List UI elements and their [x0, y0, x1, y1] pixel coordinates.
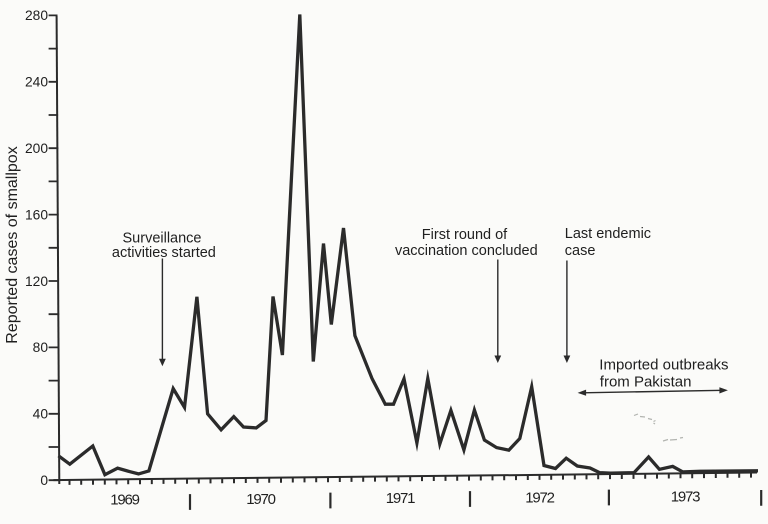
svg-text:0: 0: [40, 473, 48, 488]
svg-text:240: 240: [25, 75, 48, 90]
svg-text:activities started: activities started: [112, 245, 216, 261]
svg-text:Surveillance: Surveillance: [123, 230, 202, 246]
svg-text:80: 80: [33, 340, 49, 355]
svg-text:1972: 1972: [525, 490, 554, 507]
svg-text:Last endemic: Last endemic: [565, 226, 651, 242]
svg-text:Reported cases of smallpox: Reported cases of smallpox: [4, 146, 21, 343]
svg-text:1969: 1969: [110, 492, 139, 509]
svg-text:1970: 1970: [246, 491, 275, 508]
svg-text:case: case: [565, 243, 596, 259]
svg-text:200: 200: [25, 141, 48, 156]
svg-text:vaccination concluded: vaccination concluded: [395, 243, 538, 259]
svg-text:40: 40: [33, 407, 49, 422]
svg-text:Imported outbreaks: Imported outbreaks: [599, 356, 728, 373]
svg-text:from Pakistan: from Pakistan: [600, 373, 692, 390]
svg-text:First round of: First round of: [422, 227, 508, 243]
svg-text:280: 280: [25, 8, 48, 23]
svg-text:1973: 1973: [671, 489, 700, 506]
svg-text:1971: 1971: [386, 490, 415, 507]
svg-text:160: 160: [25, 207, 48, 222]
svg-text:120: 120: [25, 274, 48, 289]
